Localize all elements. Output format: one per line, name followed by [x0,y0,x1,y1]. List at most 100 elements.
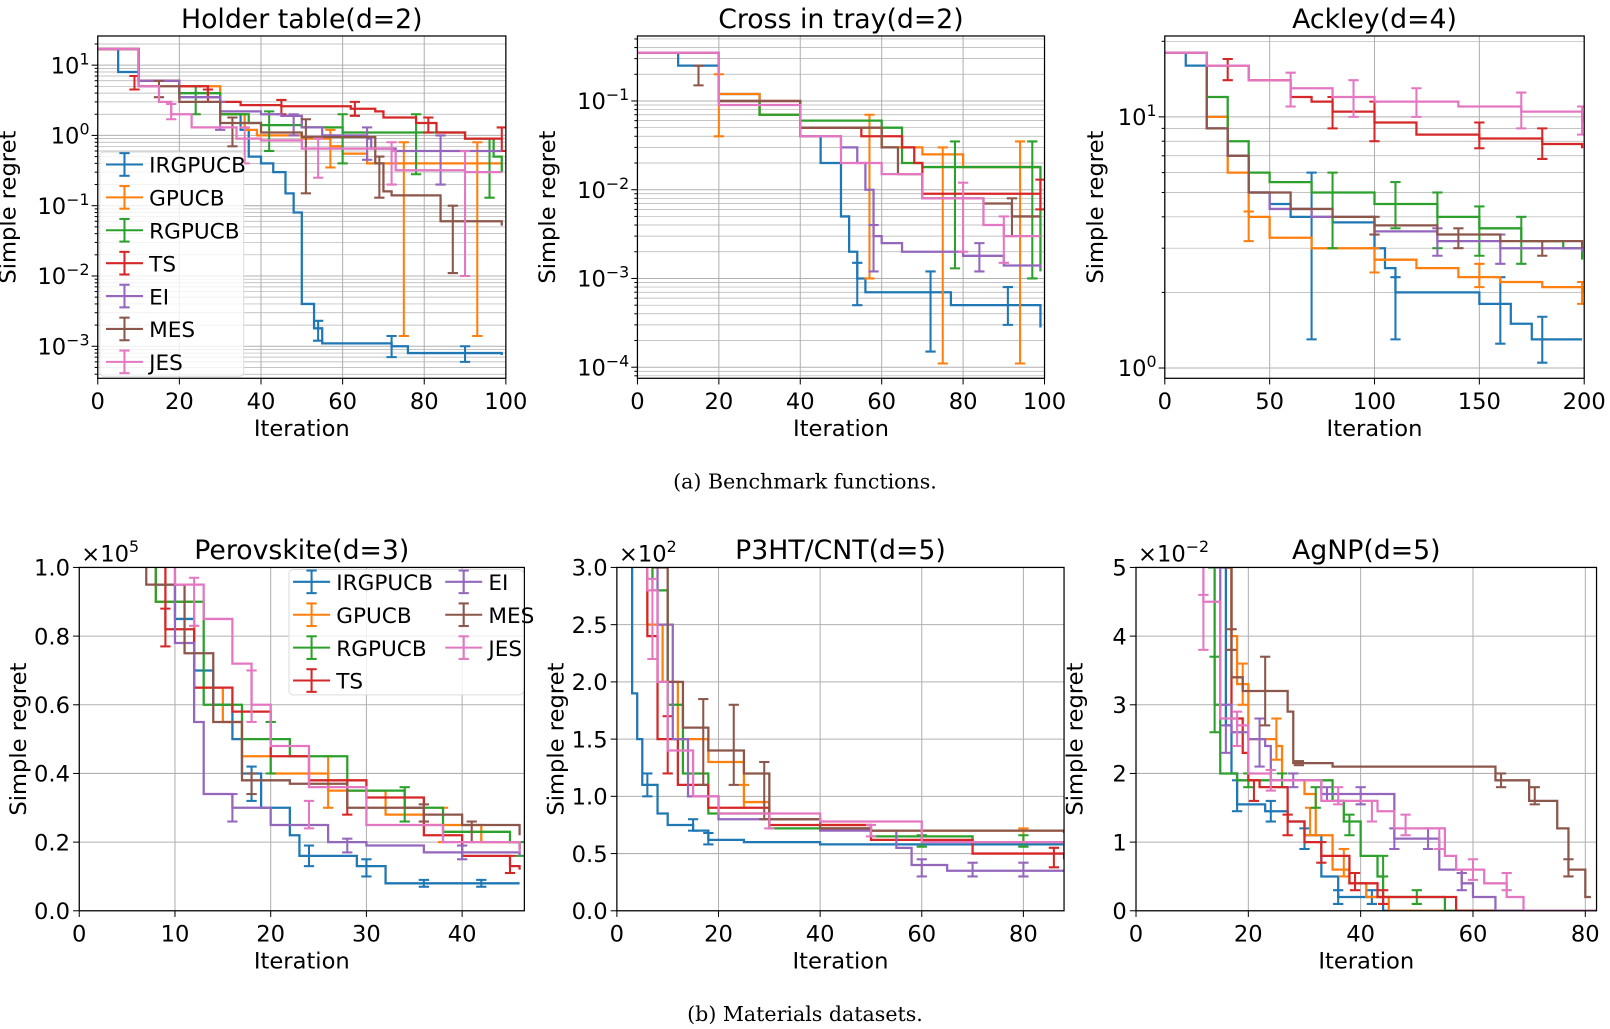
error-bar-GPUCB [1338,847,1349,878]
y-multiplier: ×105 [81,537,139,567]
error-bar-JES [1285,71,1296,108]
legend-label: GPUCB [336,604,411,629]
error-bar-IRGPUCB [1390,276,1401,341]
y-tick-label: 3.0 [572,556,608,582]
error-bar-IRGPUCB [1333,889,1344,905]
x-tick-label: 200 [1563,389,1606,415]
x-tick-label: 60 [867,389,896,415]
y-tick-label: 0.0 [572,899,608,925]
x-tick-label: 80 [410,389,439,415]
y-axis-label: Simple regret [543,662,569,815]
error-bar-GPUCB [1271,717,1282,761]
error-bar-RGPUCB [399,786,410,823]
x-tick-label: 0 [91,389,105,415]
error-bar-MES [1369,215,1380,236]
error-bar-GPUCB [322,755,334,809]
legend-label: GPUCB [149,187,224,212]
chart-1: 0 20 40 60 80 100 101 100 10−1 10−2 10−3 Holder tab… [0,4,527,442]
error-bar-RGPUCB [1377,854,1389,878]
error-bar-IRGPUCB [1265,799,1276,823]
x-tick-label: 20 [256,922,285,948]
error-bar-IRGPUCB [687,818,699,832]
error-bar-IRGPUCB [386,334,397,359]
y-tick-label: 4 [1112,624,1126,650]
error-bar-TS [1474,121,1485,150]
plot-area [1198,567,1597,911]
error-bar-TS [1377,889,1389,905]
error-bar-MES [1563,858,1574,878]
axes-frame [78,566,525,912]
error-bar-TS [423,116,434,134]
error-bar-GPUCB [1304,806,1316,837]
grid [1135,566,1597,912]
error-bar-JES [1516,91,1527,130]
legend-label: RGPUCB [149,219,239,244]
x-tick-label: 0 [72,922,86,948]
error-bar-RGPUCB [1344,813,1355,837]
x-tick-label: 20 [704,922,733,948]
error-bar-GPUCB [1014,140,1026,365]
y-tick-label: 3 [1112,693,1126,719]
error-bar-JES [1411,87,1422,118]
error-bar-EI [227,793,238,823]
error-bar-JES [246,669,257,723]
error-bar-GPUCB [937,146,948,365]
legend-label: IRGPUCB [336,571,433,596]
y-tick-label: 0.6 [34,693,70,719]
y-tick-label: 0.4 [34,762,70,788]
x-tick-label: 60 [328,389,357,415]
error-bar-RGPUCB [949,140,961,270]
error-bar-GPUCB [1474,262,1485,289]
x-axis-label: Iteration [254,948,350,974]
series-line-MES [145,567,521,836]
error-bar-RGPUCB [1390,181,1401,230]
x-tick-label: 100 [1353,389,1396,415]
series-line-MES [637,51,1041,218]
chart-5: 0 20 40 60 80 0.0 0.5 1.0 1.5 2.0 2.5 3.0 P3HT/CNT(d… [543,535,1065,974]
error-bar-EI [342,837,353,854]
error-bar-TS [1248,779,1260,802]
y-multiplier: ×102 [619,537,677,567]
legend-item [445,635,483,660]
x-tick-label: 0 [1129,922,1143,948]
legend-item [293,635,331,660]
x-tick-label: 80 [949,389,978,415]
chart-title: P3HT/CNT(d=5) [735,535,946,566]
error-bar-MES [300,118,312,195]
caption-a: (a) Benchmark functions. [673,469,937,493]
error-bar-RGPUCB [1209,655,1220,734]
error-bar-GPUCB [472,141,483,338]
error-bar-JES [1231,710,1243,748]
y-tick-label: 5 [1112,556,1126,582]
x-tick-label: 20 [704,389,733,415]
legend-item [105,152,143,177]
chart-title: Holder table(d=2) [181,4,423,35]
error-bar-JES [957,181,969,253]
error-bar-RGPUCB [1018,834,1029,848]
x-tick-label: 100 [484,389,527,415]
x-tick-label: 20 [1234,922,1263,948]
error-bar-EI [457,844,468,861]
error-bar-JES [1400,813,1411,837]
error-bar-IRGPUCB [1537,315,1548,364]
error-bar-MES [447,204,458,275]
error-bar-JES [459,149,471,278]
x-axis-label: Iteration [1318,948,1414,974]
y-tick-label: 2.0 [572,670,608,696]
legend-label: EI [149,285,169,310]
error-bar-MES [693,64,704,87]
error-bar-TS [1282,813,1293,837]
error-bar-IRGPUCB [1306,171,1317,341]
x-tick-label: 40 [786,389,815,415]
error-bar-JES [1348,79,1359,118]
series-line-TS [97,47,503,141]
error-bar-TS [1349,871,1361,892]
error-bar-IRGPUCB [361,858,372,878]
y-axis-label: Simple regret [0,130,22,283]
error-bar-EI [868,224,879,273]
y-tick-label: 10−4 [577,351,629,381]
error-bar-TS [202,88,214,103]
legend-label: JES [147,351,183,376]
legend-item [105,316,143,342]
